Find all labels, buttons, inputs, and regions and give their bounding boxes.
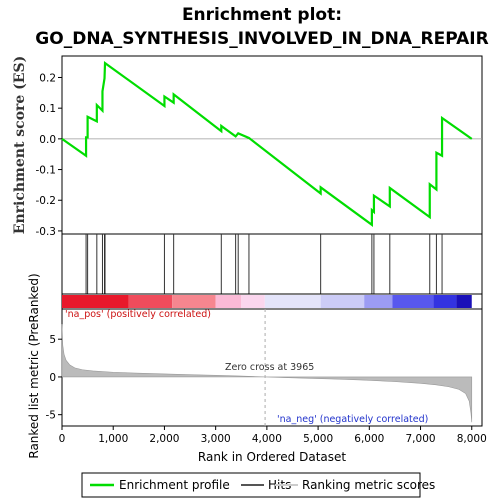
ranking-colorbar — [61, 293, 483, 310]
es-y-tick-label: -0.2 — [36, 195, 57, 207]
x-tick-label: 8,000 — [457, 433, 487, 445]
x-tick-label: 0 — [59, 433, 66, 445]
pos-correlated-label: 'na_pos' (positively correlated) — [65, 309, 211, 320]
chart-title-line2: GO_DNA_SYNTHESIS_INVOLVED_IN_DNA_REPAIR — [35, 29, 488, 49]
es-y-tick-label: -0.1 — [36, 165, 57, 177]
metric-y-axis-label: Ranked list metric (PreRanked) — [27, 273, 41, 458]
hits-panel — [61, 233, 483, 295]
colorbar-segment — [241, 295, 265, 308]
es-y-ticks: -0.3 -0.2 -0.1 0.0 0.1 0.2 — [36, 72, 62, 238]
neg-correlated-label: 'na_neg' (negatively correlated) — [277, 414, 428, 425]
colorbar-segment — [128, 295, 173, 308]
es-y-tick-label: 0.2 — [39, 72, 56, 84]
es-panel: -0.3 -0.2 -0.1 0.0 0.1 0.2 Enrichment score (… — [12, 55, 483, 238]
x-tick-label: 4,000 — [252, 433, 282, 445]
x-tick-label: 7,000 — [406, 433, 436, 445]
hit-marks — [85, 234, 443, 294]
colorbar-segment — [264, 295, 321, 308]
colorbar-segment — [172, 295, 216, 308]
metric-y-tick-label: 5 — [49, 334, 56, 346]
colorbar-segment — [215, 295, 242, 308]
x-tick-label: 2,000 — [149, 433, 179, 445]
zero-cross-label: Zero cross at 3965 — [225, 362, 314, 373]
legend-label-profile: Enrichment profile — [119, 478, 230, 492]
metric-plot-area — [61, 308, 483, 427]
colorbar-segment — [320, 295, 365, 308]
x-tick-label: 5,000 — [303, 433, 333, 445]
metric-y-tick-label: -5 — [46, 410, 56, 422]
metric-y-tick-label: 0 — [49, 372, 56, 384]
es-y-axis-label: Enrichment score (ES) — [12, 56, 28, 234]
colorbar-segment — [392, 295, 434, 308]
legend: Enrichment profile Hits Ranking metric s… — [81, 472, 435, 498]
colorbar-segment — [433, 295, 457, 308]
es-plot-area — [61, 55, 483, 235]
metric-y-ticks: -5 0 5 — [46, 334, 62, 422]
colorbar-segment — [364, 295, 393, 308]
es-y-tick-label: 0.0 — [39, 134, 56, 146]
colorbar-segments — [62, 295, 472, 308]
x-axis-label: Rank in Ordered Dataset — [198, 450, 346, 464]
x-tick-label: 3,000 — [201, 433, 231, 445]
colorbar-segment — [62, 295, 129, 308]
es-y-tick-label: -0.3 — [36, 226, 57, 238]
x-axis-ticks: 0 1,000 2,000 3,000 4,000 5,000 6,000 7,000 8,00… — [59, 426, 487, 445]
x-tick-label: 1,000 — [98, 433, 128, 445]
enrichment-profile-line — [61, 60, 473, 227]
chart-title-line1: Enrichment plot: — [182, 5, 342, 25]
metric-panel: -505 'na_pos' (positively correlated) Ze… — [27, 273, 487, 464]
es-y-tick-label: 0.1 — [39, 103, 56, 115]
colorbar-segment — [456, 295, 472, 308]
legend-label-metric: Ranking metric scores — [302, 478, 435, 492]
x-tick-label: 6,000 — [354, 433, 384, 445]
hits-plot-area — [61, 233, 483, 295]
